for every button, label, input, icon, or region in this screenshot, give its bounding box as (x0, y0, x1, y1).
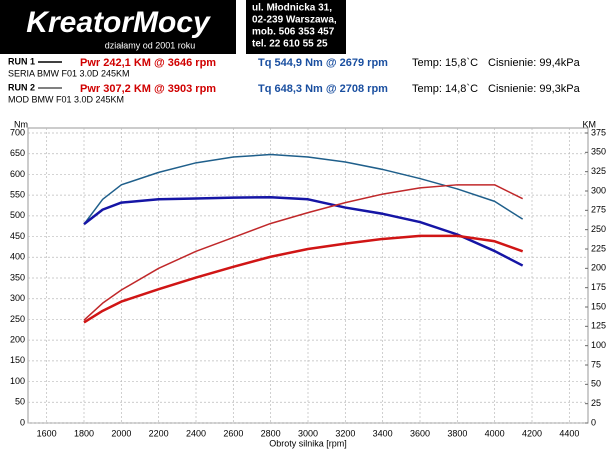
address-line: ul. Młodnicka 31, (252, 3, 332, 14)
run-label: RUN 1 (8, 56, 35, 66)
y2-tick-label: 150 (591, 301, 606, 311)
y-tick-label: 550 (10, 190, 25, 200)
series-line (83, 234, 524, 324)
series-line (83, 184, 524, 321)
y-tick-label: 200 (10, 335, 25, 345)
x-tick-label: 4000 (485, 428, 505, 438)
y2-tick-label: 200 (591, 263, 606, 273)
y-tick-label: 450 (10, 231, 25, 241)
x-tick-label: 4400 (559, 428, 579, 438)
series-line (83, 153, 524, 225)
y-tick-label: 400 (10, 252, 25, 262)
x-tick-label: 3400 (373, 428, 393, 438)
y-tick-label: 700 (10, 127, 25, 137)
x-tick-label: 2200 (149, 428, 169, 438)
logo-box (0, 0, 236, 54)
x-tick-label: 3000 (298, 428, 318, 438)
y-tick-label: 600 (10, 169, 25, 179)
y2-tick-label: 225 (591, 243, 606, 253)
x-tick-label: 1600 (37, 428, 57, 438)
run-torque: Tq 544,9 Nm @ 2679 rpm (258, 57, 388, 69)
y-tick-label: 100 (10, 376, 25, 386)
x-tick-label: 3600 (410, 428, 430, 438)
y2-axis-label: KM (583, 119, 597, 129)
y2-tick-label: 375 (591, 127, 606, 137)
run-description: SERIA BMW F01 3.0D 245KM (8, 68, 130, 78)
y2-tick-label: 175 (591, 282, 606, 292)
address-line: tel. 22 610 55 25 (252, 39, 328, 50)
run-temp: Temp: 15,8`C (412, 57, 478, 69)
x-tick-label: 3200 (335, 428, 355, 438)
run-pressure: Cisnienie: 99,3kPa (488, 83, 581, 95)
run-power: Pwr 242,1 KM @ 3646 rpm (80, 57, 216, 69)
run-pressure: Cisnienie: 99,4kPa (488, 57, 581, 69)
y-tick-label: 0 (20, 417, 25, 427)
y2-tick-label: 275 (591, 205, 606, 215)
x-tick-label: 1800 (74, 428, 94, 438)
y2-tick-label: 75 (591, 359, 601, 369)
y-tick-label: 650 (10, 148, 25, 158)
y-tick-label: 250 (10, 314, 25, 324)
run-description: MOD BMW F01 3.0D 245KM (8, 94, 124, 104)
y-tick-label: 50 (15, 397, 25, 407)
y2-tick-label: 125 (591, 321, 606, 331)
x-tick-label: 2800 (261, 428, 281, 438)
run-power: Pwr 307,2 KM @ 3903 rpm (80, 83, 216, 95)
address-line: mob. 506 353 457 (252, 27, 335, 38)
x-tick-label: 2000 (111, 428, 131, 438)
y-tick-label: 350 (10, 272, 25, 282)
x-tick-label: 2600 (223, 428, 243, 438)
y2-tick-label: 25 (591, 398, 601, 408)
address-line: 02-239 Warszawa, (252, 15, 337, 26)
x-tick-label: 3800 (447, 428, 467, 438)
series-line (83, 195, 524, 267)
y2-tick-label: 350 (591, 147, 606, 157)
slogan: działamy od 2001 roku (105, 40, 196, 50)
logo: KreatorMocy (26, 6, 211, 39)
y2-tick-label: 100 (591, 340, 606, 350)
y2-tick-label: 50 (591, 379, 601, 389)
y2-tick-label: 325 (591, 166, 606, 176)
run-label: RUN 2 (8, 82, 35, 92)
address-box (246, 0, 346, 54)
run-torque: Tq 648,3 Nm @ 2708 rpm (258, 83, 388, 95)
run-temp: Temp: 14,8`C (412, 83, 478, 95)
y-tick-label: 150 (10, 355, 25, 365)
x-axis-label: Obroty silnika [rpm] (269, 438, 347, 448)
y-axis-label: Nm (14, 119, 28, 129)
y-tick-label: 300 (10, 293, 25, 303)
y2-tick-label: 300 (591, 185, 606, 195)
x-tick-label: 4200 (522, 428, 542, 438)
y2-tick-label: 250 (591, 224, 606, 234)
y2-tick-label: 0 (591, 417, 596, 427)
x-tick-label: 2400 (186, 428, 206, 438)
y-tick-label: 500 (10, 210, 25, 220)
